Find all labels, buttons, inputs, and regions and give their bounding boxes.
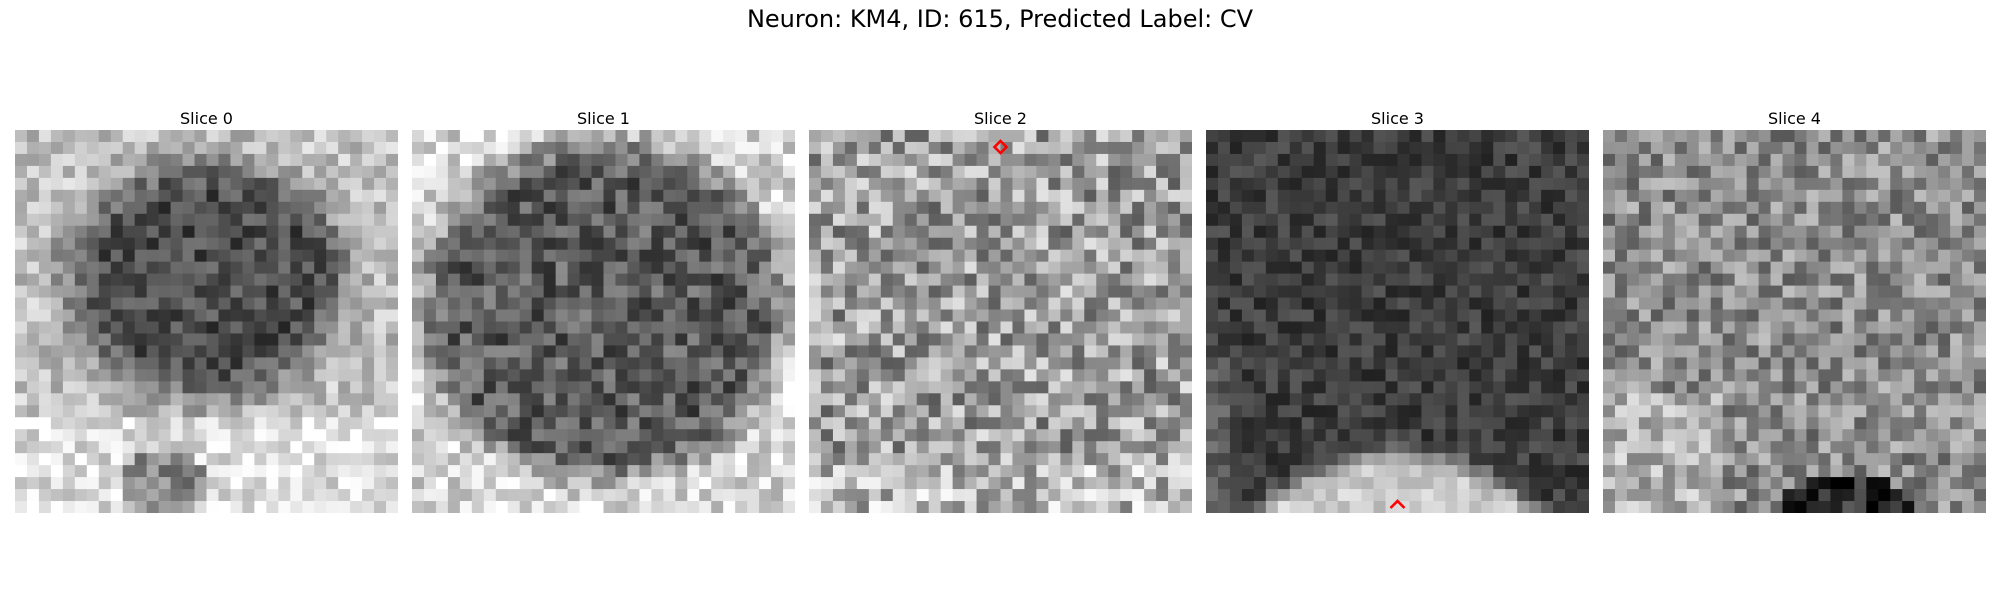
slice-1-panel: Slice 1 [412,107,795,513]
pixel-grid [1206,130,1589,513]
slice-0-panel: Slice 0 [15,107,398,513]
slice-4-title: Slice 4 [1768,109,1821,128]
pixel-grid [15,130,398,513]
pixel-grid [1603,130,1986,513]
diamond-marker [992,139,1009,155]
slice-1-title: Slice 1 [577,109,630,128]
slice-2-panel: Slice 2 [809,107,1192,513]
slice-4-panel: Slice 4 [1603,107,1986,513]
slice-0-title: Slice 0 [180,109,233,128]
pixel-grid [809,130,1192,513]
pixel-grid [412,130,795,513]
slice-3-image [1206,130,1589,513]
caret-marker [1389,499,1406,509]
figure-title: Neuron: KM4, ID: 615, Predicted Label: C… [746,5,1254,33]
slice-2-title: Slice 2 [974,109,1027,128]
slice-2-image [809,130,1192,513]
slice-3-panel: Slice 3 [1206,107,1589,513]
slice-4-image [1603,130,1986,513]
slice-3-title: Slice 3 [1371,109,1424,128]
slice-1-image [412,130,795,513]
slice-0-image [15,130,398,513]
